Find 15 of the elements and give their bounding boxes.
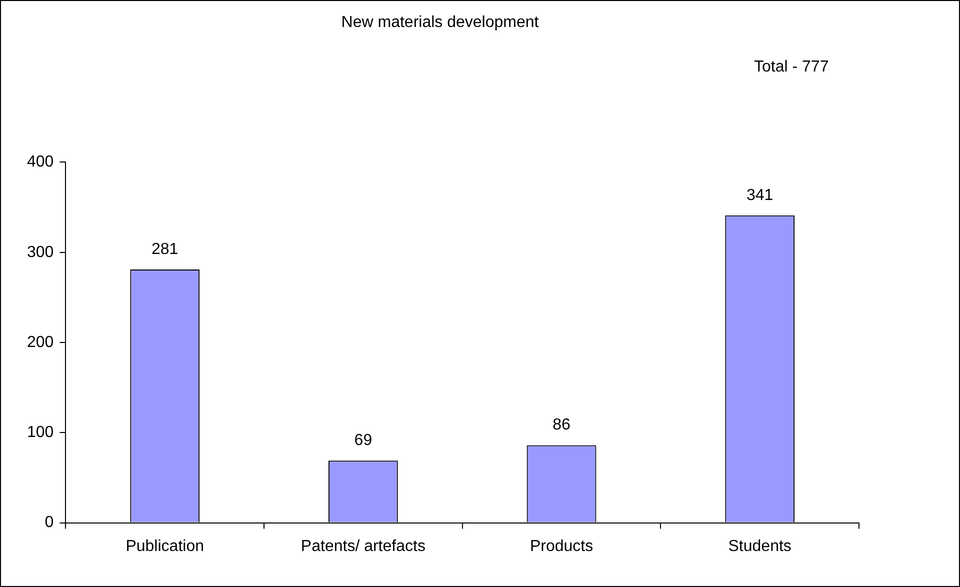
x-tick-label: Patents/ artefacts xyxy=(300,538,426,555)
data-label: 281 xyxy=(152,240,178,258)
y-tick-label: 400 xyxy=(26,154,54,171)
data-label: 86 xyxy=(552,416,571,434)
data-label: 341 xyxy=(746,186,774,204)
y-tick-label: 200 xyxy=(26,334,54,351)
x-tick-label: Publication xyxy=(126,538,204,555)
x-tick-label: Students xyxy=(728,538,792,555)
y-tick-label: 300 xyxy=(26,244,54,261)
data-label: 69 xyxy=(354,432,372,450)
text: Total - 777 xyxy=(754,58,829,76)
chart-title: New materials development xyxy=(341,14,540,32)
y-tick-label: 100 xyxy=(26,424,54,442)
y-tick-label: 0 xyxy=(44,514,54,532)
x-tick-label: Products xyxy=(530,538,594,555)
